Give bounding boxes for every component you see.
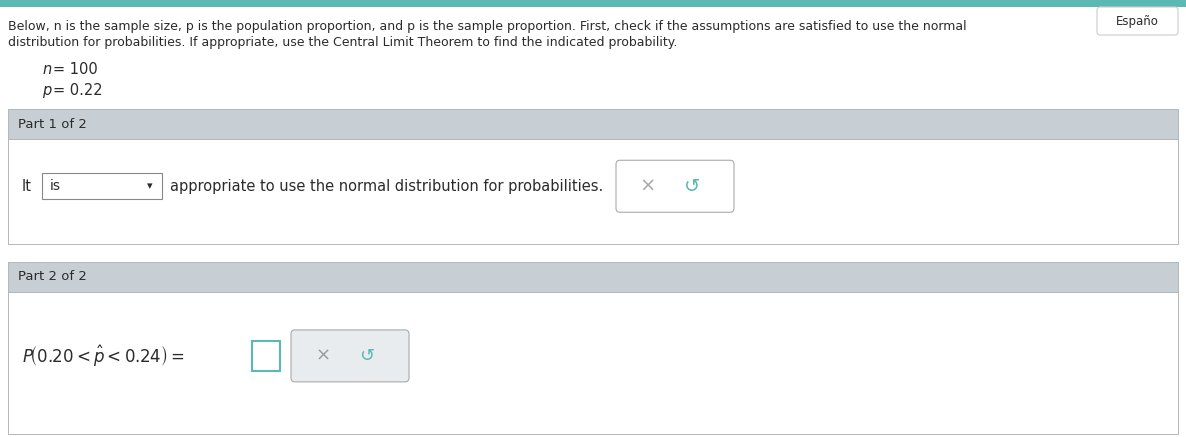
Text: appropriate to use the normal distribution for probabilities.: appropriate to use the normal distributi…: [170, 179, 604, 194]
Text: ×: ×: [639, 177, 656, 196]
FancyBboxPatch shape: [291, 330, 409, 382]
Bar: [8, 292, 1178, 434]
Text: $P\!\left(0.20 < \hat{p} < 0.24\right) =$: $P\!\left(0.20 < \hat{p} < 0.24\right) =…: [23, 343, 185, 368]
Text: Part 1 of 2: Part 1 of 2: [18, 118, 87, 131]
Bar: [8, 262, 1178, 292]
Text: is: is: [50, 179, 60, 193]
Text: Españo: Españo: [1116, 15, 1159, 28]
Text: = 100: = 100: [53, 62, 97, 77]
Bar: [251, 341, 280, 371]
Text: ▾: ▾: [147, 181, 153, 191]
Bar: [8, 109, 1178, 139]
Bar: [42, 173, 162, 199]
Text: distribution for probabilities. If appropriate, use the Central Limit Theorem to: distribution for probabilities. If appro…: [8, 36, 677, 49]
Text: ↺: ↺: [684, 177, 700, 196]
Text: ↺: ↺: [359, 347, 375, 365]
Text: p: p: [42, 83, 51, 98]
Text: n: n: [42, 62, 51, 77]
Text: It: It: [23, 179, 32, 194]
Bar: [8, 139, 1178, 244]
FancyBboxPatch shape: [616, 160, 734, 212]
Bar: [0, 0, 1186, 7]
Text: Part 2 of 2: Part 2 of 2: [18, 271, 87, 284]
Text: = 0.22: = 0.22: [53, 83, 103, 98]
Text: Below, n is the sample size, p is the population proportion, and p is the sample: Below, n is the sample size, p is the po…: [8, 20, 967, 33]
Text: ×: ×: [315, 347, 331, 365]
FancyBboxPatch shape: [1097, 7, 1178, 35]
